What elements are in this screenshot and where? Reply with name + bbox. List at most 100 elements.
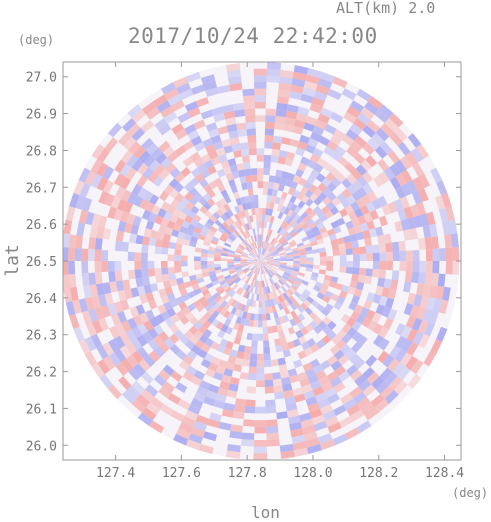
echo-cell-positive bbox=[277, 96, 290, 105]
echo-cell-positive bbox=[113, 208, 124, 221]
echo-cell-positive bbox=[304, 242, 312, 249]
echo-cell-positive bbox=[383, 233, 392, 244]
echo-cell-positive bbox=[264, 265, 270, 271]
echo-cell-positive bbox=[115, 362, 129, 377]
echo-cell-negative bbox=[180, 261, 188, 267]
echo-cell-negative bbox=[168, 241, 176, 249]
y-tick-label: 26.4 bbox=[26, 292, 57, 307]
echo-cell-negative bbox=[204, 159, 214, 170]
echo-cell-positive bbox=[253, 249, 258, 256]
echo-cell-positive bbox=[240, 261, 248, 263]
echo-cell-positive bbox=[387, 288, 397, 300]
echo-cell-negative bbox=[318, 135, 330, 147]
echo-cell-positive bbox=[276, 324, 283, 332]
echo-cell-positive bbox=[412, 176, 424, 191]
echo-cell-negative bbox=[260, 254, 261, 261]
axis-ticks: 127.4 127.6 127.8 128.0 128.2 128.426.026.126… bbox=[26, 62, 464, 481]
echo-cell-negative bbox=[219, 279, 227, 286]
echo-cell-negative bbox=[317, 78, 333, 89]
echo-cell-negative bbox=[201, 248, 209, 254]
echo-cell-positive bbox=[166, 204, 176, 215]
echo-cell-negative bbox=[407, 217, 417, 230]
echo-cell-positive bbox=[240, 258, 248, 261]
echo-cell-positive bbox=[308, 210, 317, 219]
echo-cell-negative bbox=[310, 169, 320, 179]
echo-cell-negative bbox=[258, 320, 263, 328]
echo-cell-positive bbox=[248, 319, 255, 327]
echo-cell-positive bbox=[244, 345, 252, 354]
echo-cell-positive bbox=[94, 261, 102, 273]
echo-cell-negative bbox=[339, 255, 347, 261]
echo-cell-positive bbox=[247, 259, 254, 261]
echo-cell-positive bbox=[221, 233, 229, 240]
echo-cell-positive bbox=[189, 151, 201, 162]
echo-cell-negative bbox=[266, 261, 274, 264]
echo-cell-positive bbox=[300, 261, 307, 265]
echo-cell-negative bbox=[229, 430, 243, 440]
echo-cell-positive bbox=[190, 375, 203, 387]
echo-cell-positive bbox=[162, 381, 175, 393]
echo-cell-positive bbox=[152, 94, 168, 107]
echo-cell-positive bbox=[326, 261, 334, 267]
echo-cell-positive bbox=[119, 176, 131, 190]
echo-cell-negative bbox=[306, 257, 314, 261]
echo-cell-positive bbox=[219, 206, 227, 214]
echo-cell-negative bbox=[233, 276, 240, 283]
echo-cell-positive bbox=[441, 192, 452, 208]
echo-cell-negative bbox=[256, 227, 260, 235]
echo-cell-negative bbox=[135, 234, 144, 245]
echo-cell-positive bbox=[302, 425, 316, 435]
echo-cell-negative bbox=[284, 270, 292, 275]
echo-cell-negative bbox=[199, 334, 209, 344]
echo-cell-positive bbox=[314, 234, 323, 241]
echo-cell-negative bbox=[250, 346, 258, 354]
echo-cell-negative bbox=[379, 141, 393, 155]
echo-cell-positive bbox=[202, 272, 210, 278]
echo-cell-positive bbox=[241, 155, 250, 163]
echo-cell-positive bbox=[261, 227, 264, 235]
echo-cell-negative bbox=[247, 261, 254, 263]
echo-cell-negative bbox=[356, 88, 372, 102]
echo-cell-negative bbox=[359, 306, 370, 318]
echo-cell-negative bbox=[96, 345, 109, 360]
echo-cell-negative bbox=[181, 206, 191, 216]
echo-cell-positive bbox=[351, 168, 362, 180]
echo-cell-positive bbox=[389, 113, 404, 128]
echo-cell-positive bbox=[235, 398, 246, 407]
echo-cell-positive bbox=[310, 343, 320, 353]
echo-cell-positive bbox=[210, 356, 221, 366]
echo-cell-positive bbox=[351, 273, 359, 282]
echo-cell-positive bbox=[107, 206, 117, 219]
echo-cell-positive bbox=[267, 326, 273, 334]
echo-cell-negative bbox=[143, 190, 154, 202]
echo-cell-positive bbox=[300, 257, 307, 261]
echo-cell-positive bbox=[260, 261, 267, 263]
echo-cell-positive bbox=[234, 255, 241, 259]
echo-cell-positive bbox=[422, 284, 432, 297]
echo-cell-negative bbox=[289, 421, 303, 431]
echo-cell-positive bbox=[322, 196, 332, 206]
echo-cell-negative bbox=[263, 266, 268, 273]
echo-cell-positive bbox=[298, 335, 307, 345]
echo-cell-positive bbox=[122, 279, 131, 290]
echo-cell-positive bbox=[349, 409, 365, 422]
echo-cell-negative bbox=[259, 247, 261, 255]
echo-cell-positive bbox=[169, 214, 179, 224]
echo-cell-negative bbox=[289, 228, 296, 236]
echo-cell-positive bbox=[224, 286, 232, 294]
echo-cell-positive bbox=[339, 266, 347, 273]
echo-cell-positive bbox=[240, 210, 246, 218]
echo-cell-positive bbox=[230, 424, 243, 433]
echo-cell-positive bbox=[169, 188, 180, 199]
echo-cell-negative bbox=[168, 273, 176, 281]
echo-cell-negative bbox=[327, 191, 337, 202]
echo-cell-negative bbox=[326, 330, 337, 340]
echo-cell-negative bbox=[207, 315, 216, 324]
echo-cell-positive bbox=[318, 375, 330, 387]
echo-cell-negative bbox=[300, 156, 310, 166]
echo-cell-negative bbox=[233, 109, 246, 118]
echo-cell-positive bbox=[332, 249, 340, 256]
echo-cell-negative bbox=[343, 235, 352, 244]
echo-cell-negative bbox=[334, 145, 347, 157]
echo-cell-positive bbox=[119, 345, 132, 359]
